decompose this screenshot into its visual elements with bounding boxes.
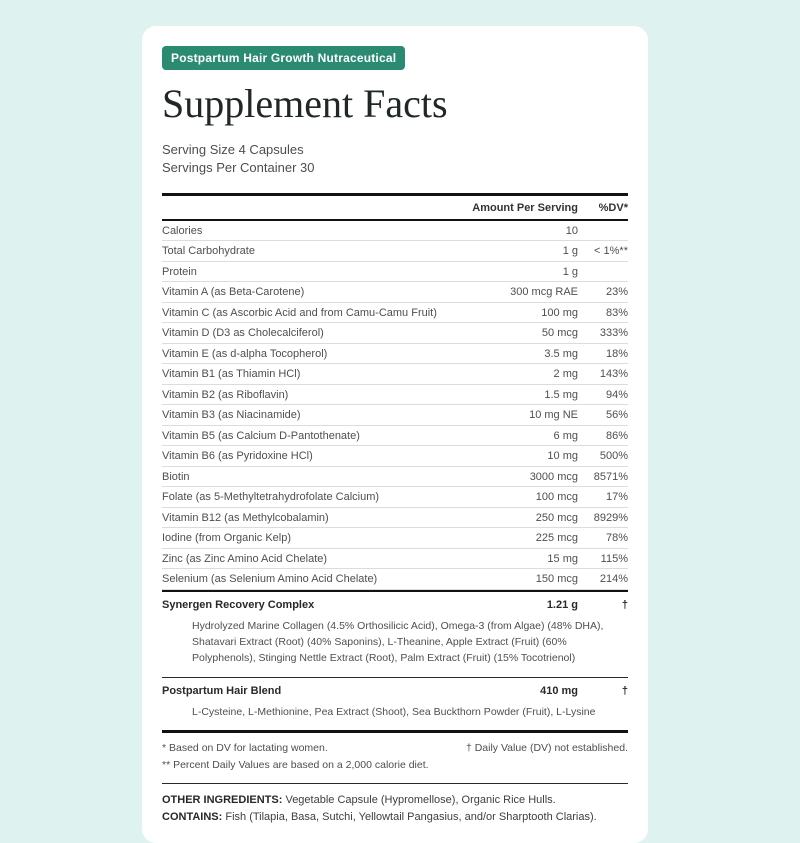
nutrient-dv: 23% <box>605 286 628 299</box>
nutrient-name: Biotin <box>162 470 190 483</box>
nutrient-amount: 15 mg <box>547 552 578 565</box>
blend-dv: † <box>621 684 628 697</box>
nutrient-name: Iodine (from Organic Kelp) <box>162 532 291 545</box>
nutrient-amount: 3000 mcg <box>529 470 578 483</box>
nutrient-amount: 250 mcg <box>535 511 578 524</box>
table-row-vitamin-c: Vitamin C (as Ascorbic Acid and from Cam… <box>162 303 628 324</box>
nutrient-dv: 18% <box>605 347 628 360</box>
nutrient-name: Folate (as 5-Methyltetrahydrofolate Calc… <box>162 491 380 504</box>
nutrient-dv: 214% <box>599 573 628 586</box>
nutrient-dv: 333% <box>599 327 628 340</box>
nutrient-name: Vitamin B6 (as Pyridoxine HCl) <box>162 450 313 463</box>
nutrient-amount: 1 g <box>562 265 578 278</box>
blend-row-postpartum-hair: Postpartum Hair Blend 410 mg † <box>162 676 628 703</box>
nutrient-amount: 10 mg NE <box>529 409 578 422</box>
nutrient-amount: 100 mg <box>541 306 578 319</box>
nutrient-amount: 3.5 mg <box>544 347 578 360</box>
product-badge: Postpartum Hair Growth Nutraceutical <box>162 46 406 70</box>
blend-name: Postpartum Hair Blend <box>162 684 282 697</box>
column-header-amount: Amount Per Serving <box>472 201 578 214</box>
nutrient-name: Vitamin B1 (as Thiamin HCl) <box>162 368 301 381</box>
nutrient-name: Vitamin C (as Ascorbic Acid and from Cam… <box>162 306 437 319</box>
nutrient-amount: 300 mcg RAE <box>510 286 578 299</box>
nutrient-name: Protein <box>162 265 197 278</box>
nutrient-name: Vitamin A (as Beta-Carotene) <box>162 286 305 299</box>
supplement-facts-table: Amount Per Serving %DV* Calories 10 Tota… <box>162 192 628 827</box>
other-ingredients-line: OTHER INGREDIENTS: Vegetable Capsule (Hy… <box>162 792 628 810</box>
footnotes: * Based on DV for lactating women. † Dai… <box>162 729 628 783</box>
table-header-row: Amount Per Serving %DV* <box>162 196 628 221</box>
nutrient-name: Vitamin E (as d-alpha Tocopherol) <box>162 347 328 360</box>
nutrient-dv: < 1%** <box>594 245 628 258</box>
blend-ingredients-synergen: Hydrolyzed Marine Collagen (4.5% Orthosi… <box>192 619 604 665</box>
table-row-folate: Folate (as 5-Methyltetrahydrofolate Calc… <box>162 487 628 508</box>
nutrient-name: Total Carbohydrate <box>162 245 255 258</box>
nutrient-amount: 225 mcg <box>535 532 578 545</box>
servings-per-container: Servings Per Container 30 <box>162 160 315 176</box>
table-row-vitamin-b6: Vitamin B6 (as Pyridoxine HCl) 10 mg 500… <box>162 446 628 467</box>
table-row-selenium: Selenium (as Selenium Amino Acid Chelate… <box>162 569 628 590</box>
footnote-dv-not-established: † Daily Value (DV) not established. <box>465 741 628 754</box>
nutrient-amount: 1 g <box>562 245 578 258</box>
nutrient-dv: 56% <box>605 409 628 422</box>
nutrient-amount: 100 mcg <box>535 491 578 504</box>
nutrient-dv: 115% <box>600 552 628 565</box>
table-row-zinc: Zinc (as Zinc Amino Acid Chelate) 15 mg … <box>162 549 628 570</box>
nutrient-name: Vitamin B12 (as Methylcobalamin) <box>162 511 329 524</box>
nutrient-dv: 78% <box>605 532 628 545</box>
nutrient-amount: 2 mg <box>553 368 578 381</box>
nutrient-dv: 94% <box>605 388 628 401</box>
nutrient-dv: 17% <box>605 491 628 504</box>
nutrient-amount: 50 mcg <box>541 327 578 340</box>
blend-amount: 410 mg <box>540 684 578 697</box>
serving-info: Serving Size 4 Capsules Servings Per Con… <box>162 141 628 178</box>
nutrient-dv: 8571% <box>593 470 628 483</box>
table-row-calories: Calories 10 <box>162 221 628 242</box>
table-row-vitamin-d: Vitamin D (D3 as Cholecalciferol) 50 mcg… <box>162 323 628 344</box>
contains-text: Fish (Tilapia, Basa, Sutchi, Yellowtail … <box>222 811 597 824</box>
table-row-vitamin-e: Vitamin E (as d-alpha Tocopherol) 3.5 mg… <box>162 344 628 365</box>
serving-size: Serving Size 4 Capsules <box>162 142 304 157</box>
contains-label: CONTAINS: <box>162 811 223 824</box>
table-row-vitamin-b5: Vitamin B5 (as Calcium D-Pantothenate) 6… <box>162 426 628 447</box>
nutrient-amount: 10 mg <box>547 450 578 463</box>
supplement-facts-title: Supplement Facts <box>162 81 448 126</box>
nutrient-dv: 8929% <box>593 511 628 524</box>
blend-ingredients-postpartum-hair: L-Cysteine, L-Methionine, Pea Extract (S… <box>192 705 596 718</box>
nutrient-name: Vitamin B3 (as Niacinamide) <box>162 409 301 422</box>
nutrient-amount: 1.5 mg <box>544 388 578 401</box>
table-row-vitamin-b12: Vitamin B12 (as Methylcobalamin) 250 mcg… <box>162 508 628 529</box>
table-row-vitamin-b3: Vitamin B3 (as Niacinamide) 10 mg NE 56% <box>162 405 628 426</box>
other-ingredients-block: OTHER INGREDIENTS: Vegetable Capsule (Hy… <box>162 782 628 827</box>
nutrient-name: Vitamin B2 (as Riboflavin) <box>162 388 289 401</box>
nutrient-dv: 500% <box>599 450 628 463</box>
nutrient-name: Selenium (as Selenium Amino Acid Chelate… <box>162 573 378 586</box>
table-row-vitamin-b2: Vitamin B2 (as Riboflavin) 1.5 mg 94% <box>162 385 628 406</box>
nutrient-amount: 10 <box>565 224 578 237</box>
nutrient-name: Zinc (as Zinc Amino Acid Chelate) <box>162 552 328 565</box>
nutrient-amount: 6 mg <box>553 429 578 442</box>
table-row-protein: Protein 1 g <box>162 262 628 283</box>
nutrient-dv: 86% <box>605 429 628 442</box>
table-row-vitamin-a: Vitamin A (as Beta-Carotene) 300 mcg RAE… <box>162 282 628 303</box>
blend-amount: 1.21 g <box>546 598 578 611</box>
nutrient-amount: 150 mcg <box>535 573 578 586</box>
nutrient-name: Calories <box>162 224 203 237</box>
nutrient-dv: 143% <box>599 368 628 381</box>
footnote-lactating: * Based on DV for lactating women. <box>162 741 328 754</box>
supplement-label-card: Postpartum Hair Growth Nutraceutical Sup… <box>142 26 648 843</box>
contains-line: CONTAINS: Fish (Tilapia, Basa, Sutchi, Y… <box>162 809 628 827</box>
table-row-vitamin-b1: Vitamin B1 (as Thiamin HCl) 2 mg 143% <box>162 364 628 385</box>
blend-row-synergen: Synergen Recovery Complex 1.21 g † <box>162 589 628 617</box>
table-row-biotin: Biotin 3000 mcg 8571% <box>162 467 628 488</box>
blend-name: Synergen Recovery Complex <box>162 598 315 611</box>
table-row-total-carbohydrate: Total Carbohydrate 1 g < 1%** <box>162 241 628 262</box>
blend-dv: † <box>621 598 628 611</box>
nutrient-name: Vitamin B5 (as Calcium D-Pantothenate) <box>162 429 360 442</box>
column-header-dv: %DV* <box>598 201 628 214</box>
table-row-iodine: Iodine (from Organic Kelp) 225 mcg 78% <box>162 528 628 549</box>
nutrient-name: Vitamin D (D3 as Cholecalciferol) <box>162 327 324 340</box>
footnote-calorie-diet: ** Percent Daily Values are based on a 2… <box>162 758 429 771</box>
nutrient-dv: 83% <box>605 306 628 319</box>
